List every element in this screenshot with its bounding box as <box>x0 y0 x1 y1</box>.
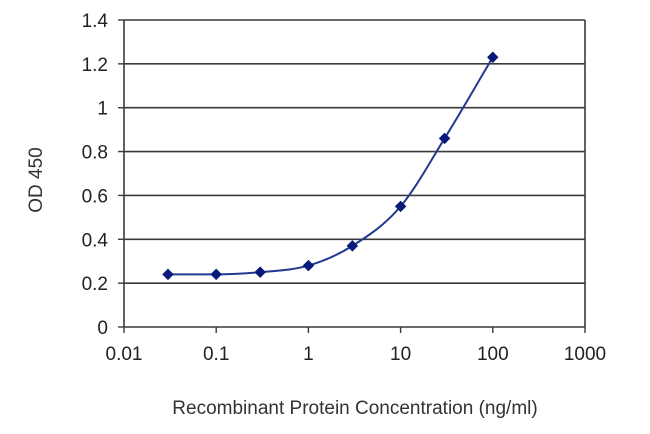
y-tick-label: 0 <box>97 318 108 339</box>
axis-layer <box>118 19 586 333</box>
data-point-marker <box>438 132 451 145</box>
data-point-marker <box>210 268 223 281</box>
y-axis-title: OD 450 <box>26 147 47 212</box>
x-tick-label: 10 <box>390 344 411 365</box>
data-point-marker <box>346 240 359 252</box>
y-tick-label: 0.6 <box>82 186 108 207</box>
x-tick-label: 0.1 <box>203 344 229 365</box>
data-point-marker <box>162 268 174 281</box>
y-tick-label: 1.2 <box>82 55 108 76</box>
x-tick-label: 1000 <box>564 344 606 365</box>
y-tick-label: 0.4 <box>82 230 109 251</box>
fitted-curve <box>167 56 494 276</box>
data-point-marker <box>254 266 267 279</box>
grid-layer <box>124 19 585 284</box>
data-point-marker <box>302 259 315 272</box>
x-tick-label: 1 <box>303 344 314 365</box>
y-tick-label: 0.2 <box>82 274 108 295</box>
y-tick-label: 1 <box>97 99 108 120</box>
data-point-marker <box>486 51 499 64</box>
label-layer: 0 0.2 0.4 0.6 0.8 1 1.2 1.4 0.01 0.1 1 10 100 1000 <box>82 11 607 365</box>
curve-layer <box>167 56 494 276</box>
x-axis-title: Recombinant Protein Concentration (ng/ml… <box>172 398 537 419</box>
x-tick-label: 100 <box>477 344 509 365</box>
data-point-marker <box>394 200 407 213</box>
y-tick-label: 0.8 <box>82 143 108 164</box>
y-tick-label: 1.4 <box>82 11 109 32</box>
x-tick-label: 0.01 <box>106 344 143 365</box>
marker-layer <box>162 51 499 281</box>
